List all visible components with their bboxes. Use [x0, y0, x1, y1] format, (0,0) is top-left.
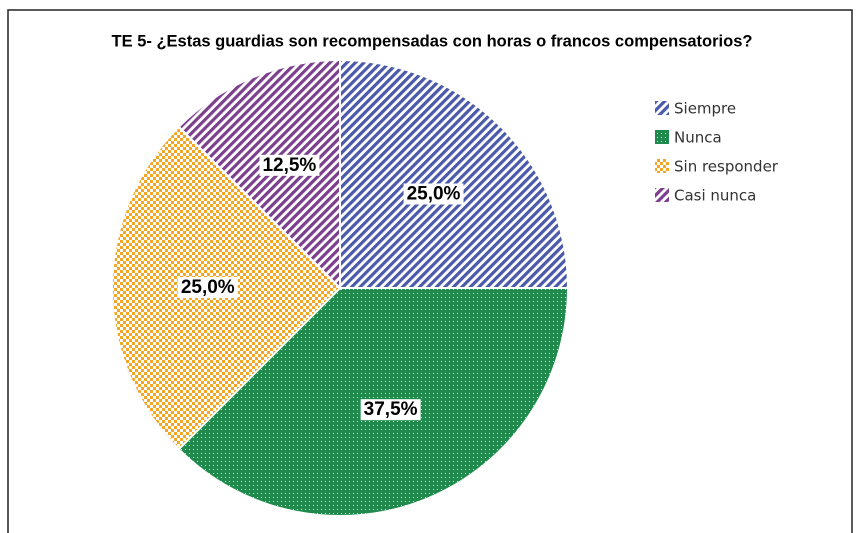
data-label: 25,0% — [407, 184, 461, 205]
slice — [177, 58, 341, 291]
data-label-bg — [360, 399, 421, 421]
data-label: 12,5% — [262, 155, 316, 176]
data-label-bg — [259, 154, 320, 176]
legend-label: Casi nunca — [674, 187, 756, 205]
data-label: 37,5% — [364, 399, 418, 420]
data-label-bg — [403, 183, 464, 205]
slice — [339, 58, 570, 289]
legend-swatch — [655, 159, 669, 173]
legend-swatch — [655, 101, 669, 115]
data-label: 25,0% — [181, 277, 235, 298]
data-label-bg — [177, 277, 238, 299]
legend-label: Sin responder — [674, 158, 779, 176]
legend-swatch — [655, 130, 669, 144]
legend-label: Siempre — [674, 100, 736, 118]
legend-swatch — [655, 188, 669, 202]
chart-title: TE 5- ¿Estas guardias son recompensadas … — [112, 32, 753, 50]
legend-label: Nunca — [674, 129, 722, 147]
